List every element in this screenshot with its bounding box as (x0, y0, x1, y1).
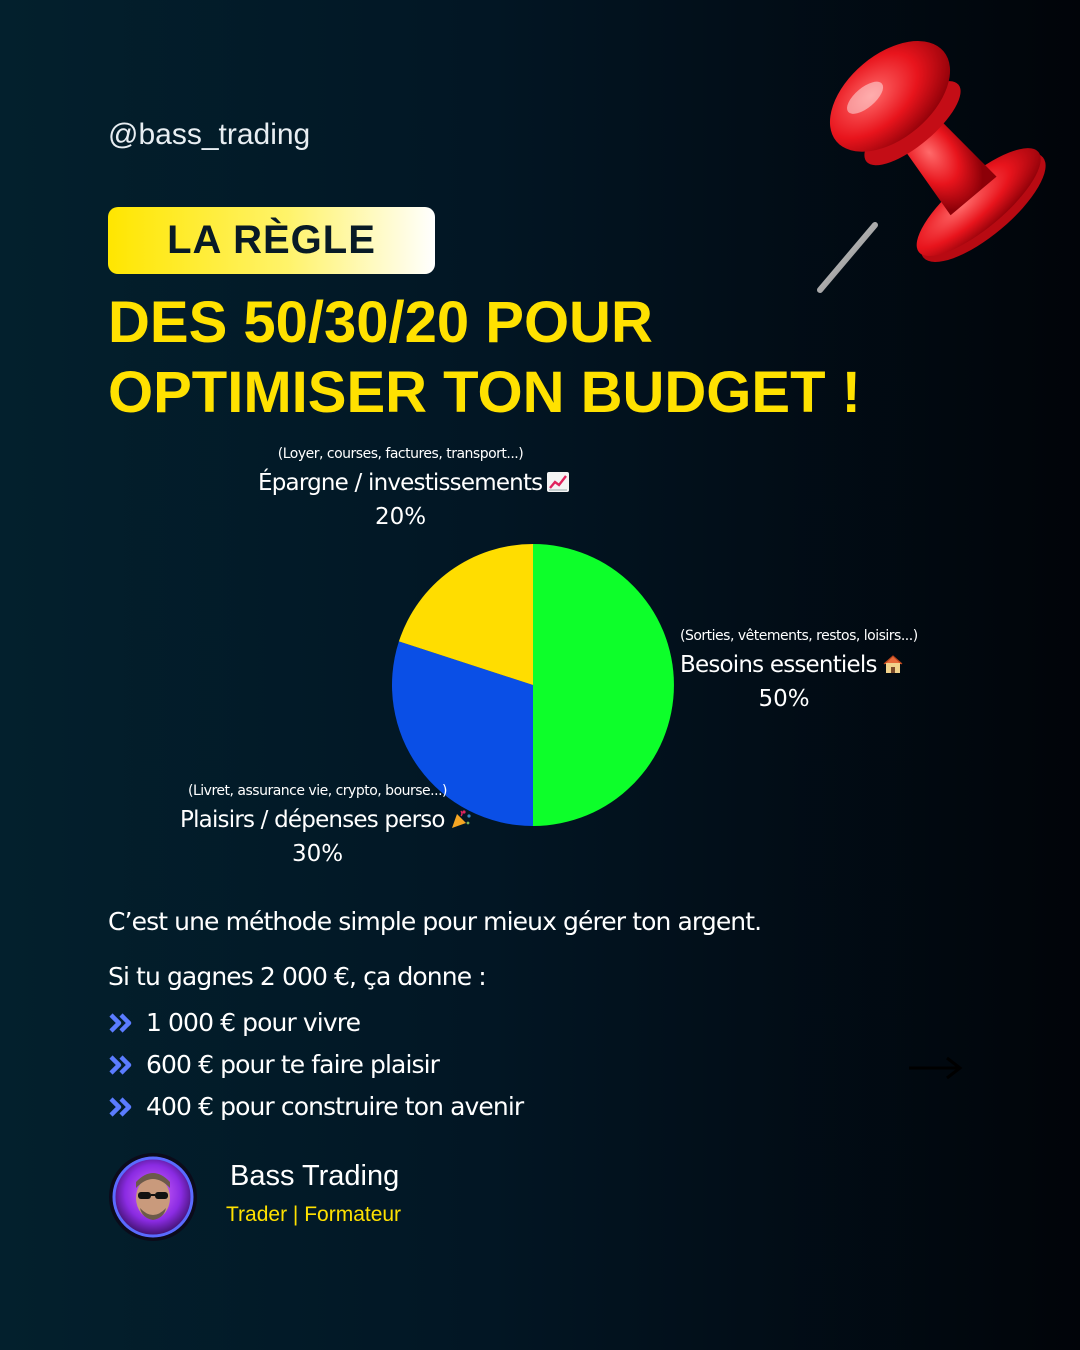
author-role: Trader | Formateur (226, 1203, 402, 1226)
label-epargne-main: Épargne / investissements (258, 470, 570, 496)
bullet-text-2: 600 € pour te faire plaisir (146, 1050, 440, 1079)
bullet-text-3: 400 € pour construire ton avenir (146, 1092, 524, 1121)
double-chevron-icon (109, 1054, 132, 1075)
account-handle: @bass_trading (108, 118, 311, 151)
bullet-item-1: 1 000 € pour vivre (108, 1008, 361, 1037)
chart-increasing-icon (547, 472, 570, 492)
label-plaisirs: (Livret, assurance vie, crypto, bourse..… (180, 783, 471, 867)
party-popper-icon (451, 810, 471, 828)
label-epargne: (Loyer, courses, factures, transport...)… (258, 446, 570, 530)
label-besoins: (Sorties, vêtements, restos, loisirs...)… (680, 628, 918, 712)
headline-line-2: OPTIMISER TON BUDGET ! (108, 360, 861, 425)
intro-text: C’est une méthode simple pour mieux gére… (108, 907, 762, 936)
double-chevron-icon (109, 1012, 132, 1033)
badge-label: LA RÈGLE (167, 218, 376, 262)
title-badge: LA RÈGLE (108, 207, 435, 274)
label-plaisirs-main: Plaisirs / dépenses perso (180, 807, 471, 833)
label-epargne-pct: 20% (374, 504, 427, 530)
avatar (109, 1153, 197, 1241)
next-arrow-icon[interactable] (905, 1050, 965, 1086)
pie-slice-plaisirs (392, 641, 533, 826)
headline-line-1: DES 50/30/20 POUR (108, 290, 653, 355)
headline: DES 50/30/20 POUR OPTIMISER TON BUDGET ! (108, 288, 968, 428)
pie-slice-besoins (533, 544, 674, 826)
label-plaisirs-sub: (Livret, assurance vie, crypto, bourse..… (188, 783, 447, 799)
pie-slice-epargne (398, 544, 533, 685)
bullet-text-1: 1 000 € pour vivre (146, 1008, 361, 1037)
label-besoins-main: Besoins essentiels (680, 652, 903, 678)
label-besoins-pct: 50% (758, 686, 810, 712)
bullet-item-2: 600 € pour te faire plaisir (108, 1050, 440, 1079)
house-icon (883, 655, 903, 673)
bullet-item-3: 400 € pour construire ton avenir (108, 1092, 524, 1121)
pie-chart (392, 544, 674, 826)
label-besoins-sub: (Sorties, vêtements, restos, loisirs...) (680, 628, 918, 644)
example-text: Si tu gagnes 2 000 €, ça donne : (108, 962, 487, 991)
double-chevron-icon (109, 1096, 132, 1117)
label-epargne-sub: (Loyer, courses, factures, transport...) (277, 446, 524, 462)
author-name: Bass Trading (230, 1160, 400, 1192)
pushpin-icon (817, 41, 1046, 293)
label-plaisirs-pct: 30% (291, 841, 344, 867)
